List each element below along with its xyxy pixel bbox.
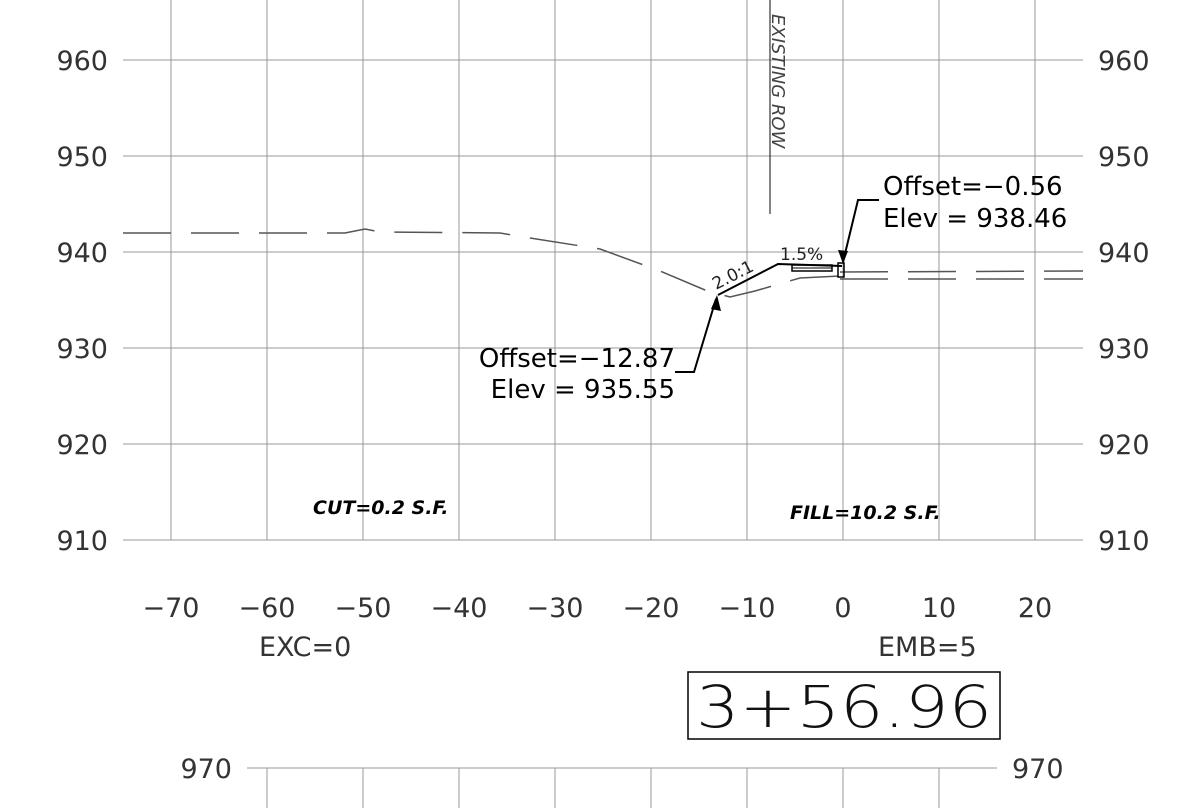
existing-ground-right-upper: [839, 270, 1084, 273]
y-ticks-left: 960 950 940 930 920 910: [56, 46, 108, 557]
right-callout: Offset=−0.56 Elev = 938.46: [838, 172, 1067, 264]
x-ticks: −70 −60 −50 −40 −30 −20 −10 0 10 20: [143, 593, 1053, 624]
x-tick: 10: [922, 593, 956, 624]
vertical-grid: [170, 0, 1036, 540]
x-tick: −50: [335, 593, 392, 624]
y-tick-right: 960: [1098, 46, 1150, 77]
y-tick-right: 940: [1098, 238, 1150, 269]
y-ticks-right: 960 950 940 930 920 910: [1098, 46, 1150, 557]
x-tick: 20: [1018, 593, 1052, 624]
pavement-detail: [791, 262, 845, 278]
y-tick-left: 910: [56, 526, 108, 557]
x-tick: −10: [719, 593, 776, 624]
next-section-grid: [247, 767, 997, 808]
cut-area-label: CUT=0.2 S.F.: [313, 497, 448, 519]
slope-percent-label: 1.5%: [780, 245, 823, 265]
right-offset-label: Offset=−0.56: [883, 172, 1063, 202]
existing-row-label: EXISTING ROW: [767, 14, 788, 150]
next-section-tick-left: 970: [180, 754, 232, 785]
y-tick-right: 920: [1098, 430, 1150, 461]
x-tick: −40: [431, 593, 488, 624]
y-tick-right: 950: [1098, 142, 1150, 173]
embankment-label: EMB=5: [878, 632, 977, 663]
slope-ratio-label: 2.0:1: [709, 257, 757, 295]
horizontal-grid: [123, 59, 1083, 541]
x-tick: 0: [834, 593, 851, 624]
excavation-label: EXC=0: [259, 632, 351, 663]
x-tick: −70: [143, 593, 200, 624]
x-tick: −20: [623, 593, 680, 624]
left-offset-label: Offset=−12.87: [479, 344, 675, 374]
existing-ground-profile: [123, 228, 841, 298]
y-tick-left: 920: [56, 430, 108, 461]
right-elev-label: Elev = 938.46: [883, 204, 1067, 234]
y-tick-left: 940: [56, 238, 108, 269]
y-tick-right: 930: [1098, 334, 1150, 365]
next-section-tick-right: 970: [1012, 754, 1064, 785]
left-elev-label: Elev = 935.55: [491, 375, 675, 405]
y-tick-right: 910: [1098, 526, 1150, 557]
x-tick: −60: [239, 593, 296, 624]
fill-area-label: FILL=10.2 S.F.: [790, 502, 941, 524]
x-tick: −30: [527, 593, 584, 624]
station-box: [687, 671, 1001, 740]
left-callout: Offset=−12.87 Elev = 935.55: [479, 295, 721, 405]
y-tick-left: 960: [56, 46, 108, 77]
y-tick-left: 950: [56, 142, 108, 173]
y-tick-left: 930: [56, 334, 108, 365]
station-label: 3+56.96: [696, 673, 992, 741]
